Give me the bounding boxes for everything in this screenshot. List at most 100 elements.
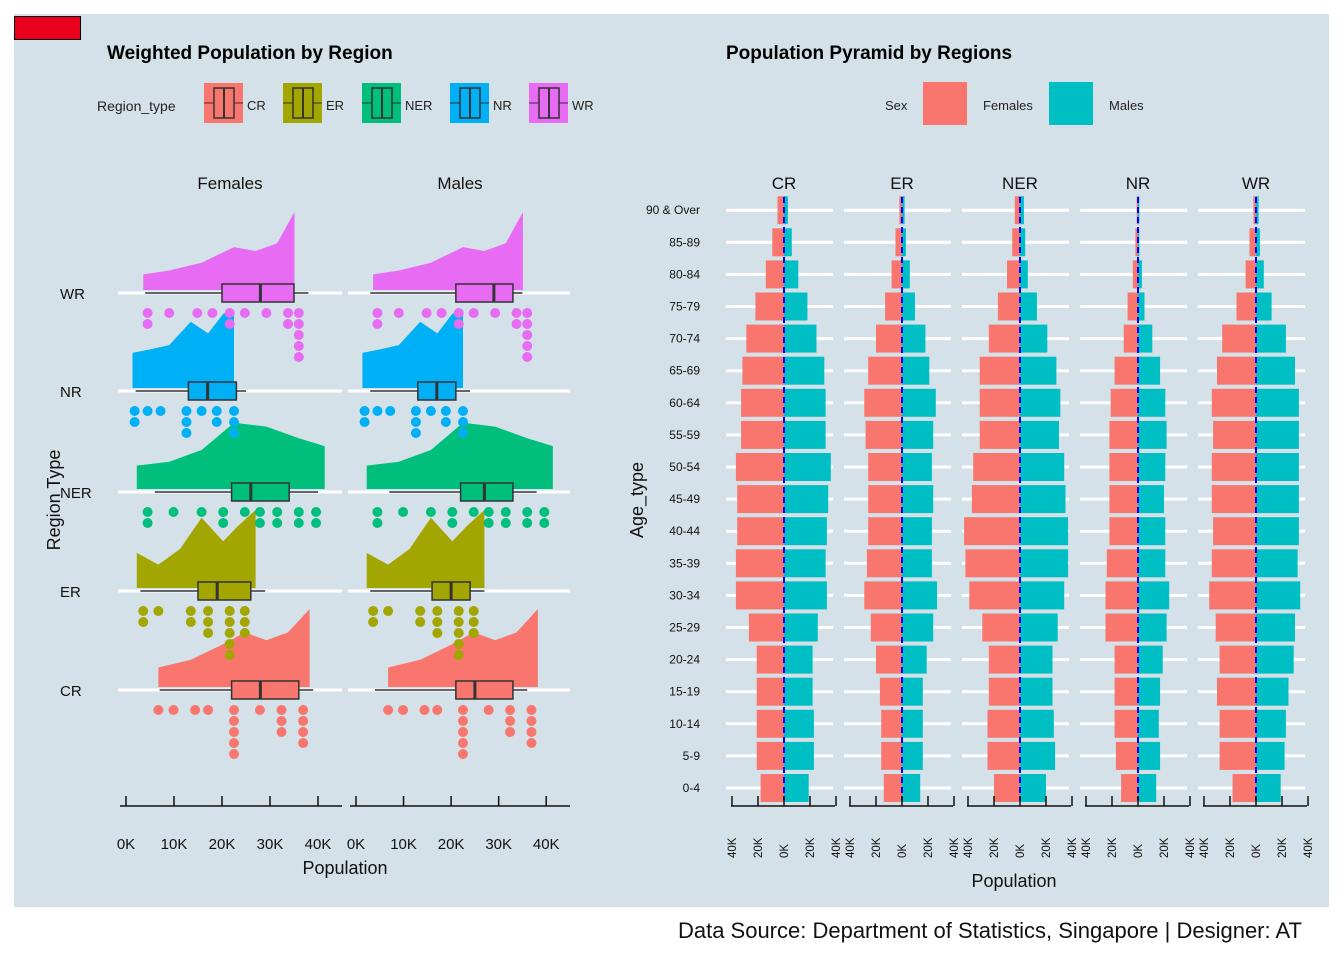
bar-females-wr xyxy=(1219,709,1256,738)
bar-males-er xyxy=(902,324,926,353)
data-point-nr xyxy=(458,428,468,438)
bar-males-ner xyxy=(1020,356,1057,385)
data-point-ner xyxy=(522,507,533,517)
bar-females-er xyxy=(881,709,902,738)
data-point-er xyxy=(453,606,464,616)
data-point-er xyxy=(453,628,464,638)
bar-males-cr xyxy=(784,196,788,225)
data-point-nr xyxy=(458,417,468,427)
bar-males-wr xyxy=(1256,453,1299,481)
x-tick-label: 0K xyxy=(897,844,909,858)
data-point-er xyxy=(415,606,426,616)
right-x-axis-title: Population xyxy=(971,871,1056,891)
bar-females-ner xyxy=(988,677,1020,706)
data-point-ner xyxy=(425,507,436,517)
data-point-ner xyxy=(293,518,304,528)
data-point-ner xyxy=(293,507,304,517)
x-tick-label: 20K xyxy=(871,837,883,858)
x-tick-label: 30K xyxy=(485,836,512,853)
legend-label-ner: NER xyxy=(405,98,432,113)
x-tick-label: 20K xyxy=(1107,837,1119,858)
bar-males-wr xyxy=(1256,324,1286,353)
density-er-females xyxy=(136,510,256,588)
data-point-cr xyxy=(505,716,516,726)
bar-females-cr xyxy=(735,549,784,578)
data-point-ner xyxy=(447,507,458,517)
data-point-nr xyxy=(196,406,207,416)
data-point-ner xyxy=(483,518,494,528)
facet-label-ner: NER xyxy=(1002,174,1038,193)
data-point-ner xyxy=(500,518,511,528)
data-point-cr xyxy=(458,727,468,737)
data-point-wr xyxy=(490,308,501,318)
x-tick-label: 20K xyxy=(989,837,1001,858)
data-point-ner xyxy=(539,518,550,528)
bar-females-cr xyxy=(741,388,784,417)
data-point-cr xyxy=(298,705,309,715)
bar-males-cr xyxy=(784,741,814,770)
data-point-ner xyxy=(218,518,229,528)
bar-females-wr xyxy=(1219,741,1256,770)
facet-label-wr: WR xyxy=(1242,174,1270,193)
bar-females-er xyxy=(876,324,902,353)
data-point-ner xyxy=(142,518,153,528)
bar-females-nr xyxy=(1106,549,1138,578)
data-point-er xyxy=(224,639,235,649)
data-point-ner xyxy=(142,507,153,517)
bar-males-cr xyxy=(784,324,817,353)
region-label-ner: NER xyxy=(60,485,92,502)
data-point-er xyxy=(224,606,235,616)
bar-males-wr xyxy=(1256,774,1281,802)
x-tick-label: 40K xyxy=(1185,837,1197,858)
data-point-nr xyxy=(229,428,239,438)
data-point-er xyxy=(468,617,479,627)
bar-males-cr xyxy=(784,485,829,514)
bar-males-er xyxy=(902,260,910,289)
bar-females-wr xyxy=(1209,581,1256,610)
data-point-nr xyxy=(129,417,140,427)
data-point-nr xyxy=(142,406,153,416)
bar-females-wr xyxy=(1222,324,1256,353)
bar-females-wr xyxy=(1217,677,1256,706)
data-point-cr xyxy=(526,738,537,748)
bar-males-nr xyxy=(1138,677,1161,706)
data-point-ner xyxy=(311,518,322,528)
bar-females-wr xyxy=(1215,613,1256,642)
bar-females-ner xyxy=(965,549,1020,578)
bar-females-er xyxy=(868,453,902,481)
data-point-cr xyxy=(298,727,309,737)
bar-females-cr xyxy=(737,517,784,546)
facet-label-females: Females xyxy=(197,174,262,193)
region-legend: CR ER NER NR WR xyxy=(204,83,594,123)
bar-females-nr xyxy=(1109,485,1138,514)
legend-label-males: Males xyxy=(1109,98,1144,113)
data-point-er xyxy=(153,606,164,616)
data-point-nr xyxy=(211,417,222,427)
bar-females-wr xyxy=(1217,356,1256,385)
data-point-cr xyxy=(505,705,516,715)
bar-females-cr xyxy=(772,228,784,257)
bar-males-ner xyxy=(1020,196,1024,225)
facet-label-cr: CR xyxy=(772,174,797,193)
age-label: 45-49 xyxy=(669,492,700,506)
bar-females-wr xyxy=(1211,453,1256,481)
bar-females-cr xyxy=(777,196,784,225)
bar-males-er xyxy=(902,453,932,481)
data-point-wr xyxy=(522,341,533,351)
data-point-wr xyxy=(293,308,304,318)
boxplot-wr-males xyxy=(455,283,514,303)
density-er-males xyxy=(366,510,485,588)
bar-females-ner xyxy=(971,485,1020,514)
bar-males-ner xyxy=(1020,613,1058,642)
bar-males-cr xyxy=(784,774,809,802)
age-label: 50-54 xyxy=(669,460,700,474)
bar-females-cr xyxy=(760,774,784,802)
bar-males-wr xyxy=(1256,677,1289,706)
bar-females-nr xyxy=(1115,741,1138,770)
bar-males-er xyxy=(902,549,932,578)
data-point-er xyxy=(224,617,235,627)
bar-males-wr xyxy=(1256,645,1294,674)
x-tick-label: 20K xyxy=(1277,837,1289,858)
